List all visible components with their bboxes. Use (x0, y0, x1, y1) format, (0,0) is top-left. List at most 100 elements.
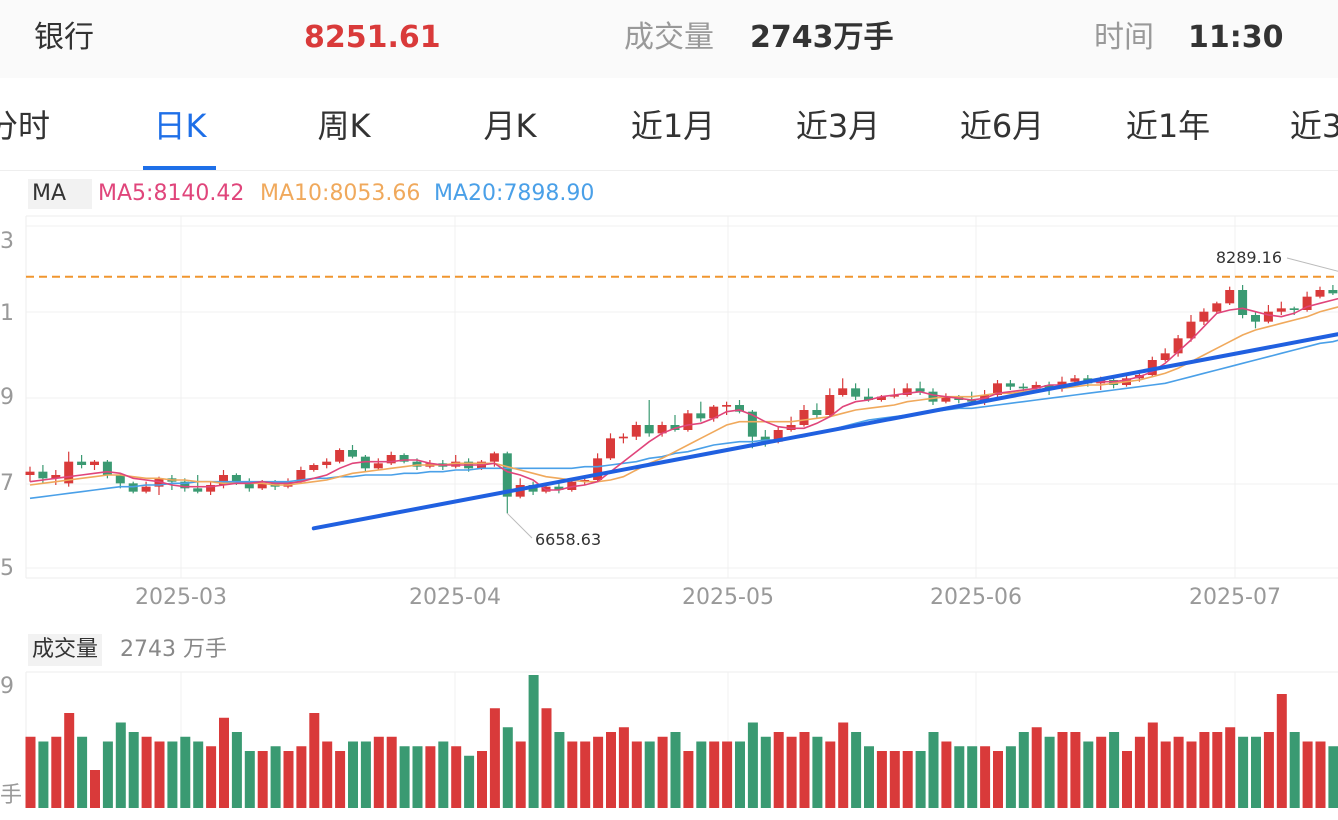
candle-body (1005, 383, 1015, 387)
candle-body (825, 395, 835, 415)
volume-bar (335, 751, 346, 808)
candle-body (812, 410, 822, 415)
volume-bar (1263, 732, 1274, 808)
volume-bar (464, 755, 475, 808)
candle-body (64, 461, 74, 484)
volume-bar (1109, 732, 1120, 808)
candle-body (1238, 290, 1248, 315)
volume-bar (606, 732, 616, 808)
candlesticks (25, 285, 1338, 514)
tab-intraday[interactable]: 分时 (0, 107, 51, 145)
tab-last-3-months[interactable]: 近3月 (795, 107, 881, 145)
candle-body (386, 455, 396, 464)
y-tick-label: 1 (0, 301, 14, 326)
candle-body (606, 438, 615, 459)
candle-body (38, 471, 48, 479)
volume-bar (541, 708, 552, 808)
chart-overlays: 8289.16 6658.63 (26, 248, 1338, 549)
volume-bar (154, 741, 165, 808)
volume-bar (283, 751, 294, 808)
candle-body (773, 430, 783, 442)
volume-bar (915, 751, 926, 808)
candle-body (309, 465, 319, 470)
candle-body (683, 413, 693, 430)
candle-body (90, 461, 99, 465)
candle-body (1173, 338, 1183, 354)
candle-body (451, 461, 461, 467)
volume-bar (296, 746, 307, 808)
volume-bar (1122, 751, 1132, 808)
volume-bar (554, 732, 565, 808)
volume-bar (1186, 741, 1197, 808)
candle-body (1186, 321, 1196, 339)
volume-bar (244, 751, 255, 808)
candle-body (219, 475, 228, 485)
candle-body (928, 391, 938, 402)
tab-last-1-year[interactable]: 近1年 (1125, 107, 1211, 145)
ma-legend-button[interactable]: MA (28, 179, 92, 209)
tab-last-1-month[interactable]: 近1月 (630, 107, 716, 145)
volume-bar (1134, 736, 1145, 808)
tab-weekly-k[interactable]: 周K (317, 107, 371, 145)
volume-bar (889, 751, 900, 808)
volume-bar (128, 732, 139, 808)
volume-bar (386, 736, 397, 808)
candle-body (244, 481, 254, 489)
volume-bar (993, 751, 1003, 808)
volume-bar (1328, 746, 1338, 808)
candle-body (1225, 290, 1235, 304)
volume-bar (1070, 732, 1081, 808)
x-tick-label: 2025-07 (1189, 585, 1281, 610)
candle-body (876, 396, 886, 400)
volume-bar (309, 713, 320, 808)
candle-body (283, 481, 293, 487)
high-annotation-label: 8289.16 (1216, 248, 1282, 267)
trendline (311, 332, 1338, 531)
volume-bar (90, 770, 100, 808)
candle-body (554, 486, 564, 490)
volume-bar (180, 736, 191, 808)
volume-bar (1315, 741, 1326, 808)
volume-bar (322, 741, 333, 808)
tab-monthly-k[interactable]: 月K (483, 107, 537, 145)
candle-body (760, 436, 770, 442)
volume-bar (115, 722, 126, 808)
candle-body (1315, 290, 1325, 297)
candle-body (296, 470, 306, 482)
volume-panel-value: 2743 万手 (120, 637, 227, 662)
y-tick-label: 9 (0, 385, 14, 410)
volume-bar (1276, 694, 1287, 808)
volume-bar (722, 741, 733, 808)
candle-body (567, 481, 577, 490)
volume-bar (928, 732, 939, 808)
ma10-legend: MA10:8053.66 (260, 181, 421, 206)
index-name: 银行 (34, 20, 94, 55)
volume-panel-label[interactable]: 成交量 (28, 634, 103, 666)
volume-bar (567, 741, 578, 808)
volume-bar (451, 746, 462, 808)
volume-bar (941, 741, 952, 808)
volume-bar (954, 746, 965, 808)
candle-body (322, 461, 332, 465)
candle-body (709, 406, 719, 419)
volume-bar (1251, 736, 1261, 808)
tab-last-3-years[interactable]: 近3 (1289, 107, 1338, 145)
volume-bar (489, 708, 500, 808)
candle-body (1289, 308, 1299, 310)
tab-last-6-months[interactable]: 近6月 (959, 107, 1045, 145)
candle-body (1018, 386, 1028, 389)
volume-label: 成交量 (624, 20, 714, 55)
volume-bar (773, 732, 784, 808)
candle-body (967, 400, 977, 402)
volume-bar (167, 741, 178, 808)
candle-body (799, 410, 809, 425)
volume-bar (618, 727, 629, 808)
volume-bar (515, 741, 526, 808)
tab-daily-k[interactable]: 日K (153, 107, 207, 145)
candle-body (902, 388, 912, 395)
candle-body (141, 486, 151, 492)
volume-bar (25, 736, 36, 808)
volume-bar (644, 741, 655, 808)
low-annotation-leader (506, 512, 533, 539)
